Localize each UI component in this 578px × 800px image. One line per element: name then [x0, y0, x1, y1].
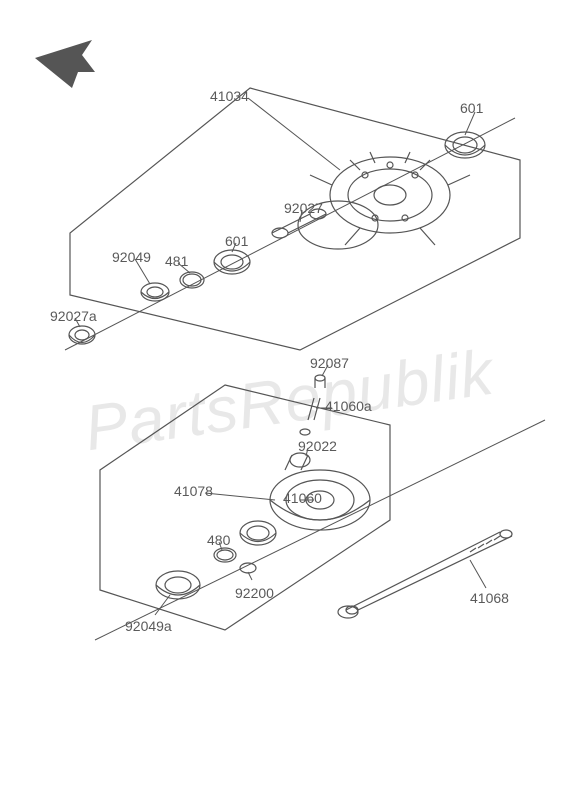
callout-41078: 41078 — [174, 483, 213, 499]
upper-assembly-boundary — [70, 88, 520, 350]
callout-480: 480 — [207, 532, 230, 548]
diagram-canvas: PartsRepublik — [0, 0, 578, 800]
leader-lines — [75, 98, 486, 615]
callout-92027a: 92027a — [50, 308, 97, 324]
callout-92049: 92049 — [112, 249, 151, 265]
bearing-41060 — [240, 521, 276, 545]
callout-92027: 92027 — [284, 200, 323, 216]
callout-41034: 41034 — [210, 88, 249, 104]
callout-481: 481 — [165, 253, 188, 269]
callout-92087: 92087 — [310, 355, 349, 371]
ring-480 — [214, 548, 236, 562]
parts-diagram-svg — [0, 0, 578, 800]
callout-41060: 41060 — [283, 490, 322, 506]
direction-arrow-icon — [35, 40, 95, 88]
callout-601-top: 601 — [460, 100, 483, 116]
callout-41068: 41068 — [470, 590, 509, 606]
callout-92200: 92200 — [235, 585, 274, 601]
callout-41060a: 41060a — [325, 398, 372, 414]
callout-92049a: 92049a — [125, 618, 172, 634]
callout-601-left: 601 — [225, 233, 248, 249]
callout-92022: 92022 — [298, 438, 337, 454]
seal-92049a — [156, 571, 200, 599]
hub-front — [298, 152, 470, 249]
valve-stem-assy — [285, 375, 325, 470]
